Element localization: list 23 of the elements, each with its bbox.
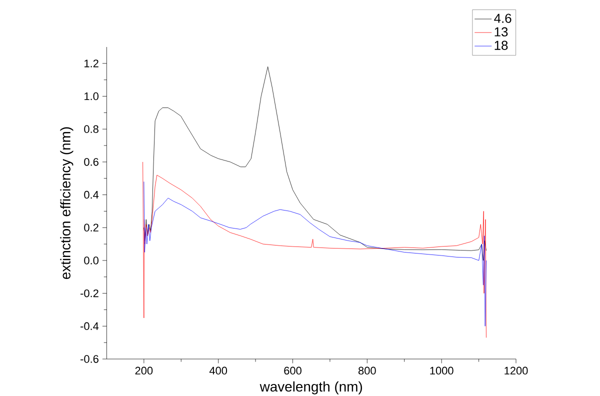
y-tick-label: 0.6 [84, 158, 98, 166]
y-tick-label: 0.4 [84, 190, 99, 199]
x-tick-label: 800 [358, 366, 376, 375]
legend-label: 4.6 [494, 14, 512, 23]
legend-label: 18 [494, 40, 508, 50]
y-tick-label: -0.4 [80, 322, 99, 330]
line-series [144, 66, 486, 261]
x-tick-label: 600 [284, 366, 302, 375]
line-series [144, 181, 486, 326]
y-tick-label: 0.2 [84, 224, 98, 232]
y-axis-title: extinction efficiency (nm) [60, 127, 74, 280]
y-tick-label: 0.0 [84, 256, 98, 264]
y-tick-label: -0.6 [80, 355, 98, 363]
y-tick-label: 0.8 [84, 125, 98, 133]
x-tick-label: 200 [135, 366, 153, 375]
y-tick-label: -0.2 [80, 289, 98, 298]
y-tick-label: 1.0 [84, 92, 98, 100]
x-tick-label: 400 [209, 366, 228, 375]
legend-label: 13 [494, 27, 508, 36]
x-tick-label: 1000 [430, 366, 454, 375]
y-tick-label: 1.2 [84, 60, 98, 68]
x-axis-title: wavelength (nm) [260, 381, 362, 394]
x-tick-label: 1200 [504, 366, 528, 375]
